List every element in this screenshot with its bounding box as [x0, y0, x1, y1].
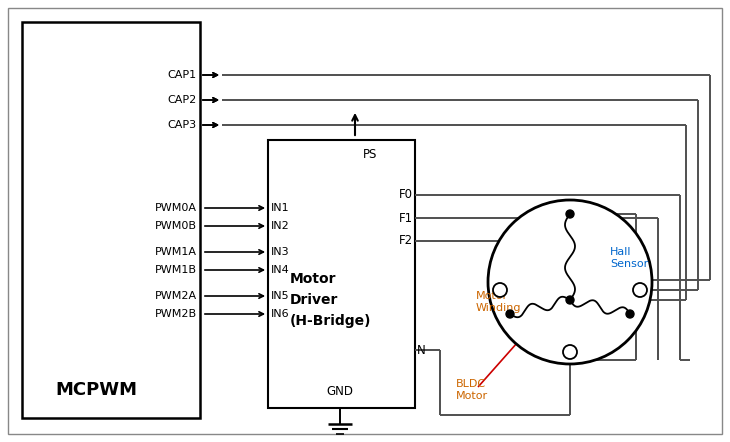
Text: PWM0B: PWM0B — [155, 221, 197, 231]
Bar — [268, 140, 415, 408]
Text: IN4: IN4 — [271, 265, 290, 275]
Text: CAP3: CAP3 — [168, 120, 197, 130]
Text: BLDC
Motor: BLDC Motor — [456, 379, 488, 401]
Text: Motor
Driver
(H-Bridge): Motor Driver (H-Bridge) — [290, 272, 372, 328]
Text: PWM2B: PWM2B — [155, 309, 197, 319]
Circle shape — [506, 310, 514, 318]
Text: Hall
Sensor: Hall Sensor — [610, 247, 648, 269]
Text: PWM2A: PWM2A — [155, 291, 197, 301]
Circle shape — [493, 283, 507, 297]
Text: F0: F0 — [399, 188, 413, 202]
Text: IN1: IN1 — [271, 203, 290, 213]
Text: IN2: IN2 — [271, 221, 290, 231]
Circle shape — [626, 310, 634, 318]
Circle shape — [566, 296, 574, 304]
Bar — [22, 22, 200, 418]
Text: MCPWM: MCPWM — [55, 381, 137, 399]
Text: F1: F1 — [399, 212, 413, 225]
Text: IN6: IN6 — [271, 309, 290, 319]
Text: Motor
Winding: Motor Winding — [476, 291, 521, 313]
Text: IN5: IN5 — [271, 291, 290, 301]
Circle shape — [563, 345, 577, 359]
Text: GND: GND — [326, 385, 353, 398]
Text: IN3: IN3 — [271, 247, 290, 257]
Text: CAP1: CAP1 — [168, 70, 197, 80]
Circle shape — [566, 210, 574, 218]
Text: PWM1B: PWM1B — [155, 265, 197, 275]
Text: F2: F2 — [399, 235, 413, 248]
Text: PS: PS — [363, 148, 377, 161]
Text: PWM0A: PWM0A — [155, 203, 197, 213]
Text: N: N — [417, 343, 426, 357]
Text: CAP2: CAP2 — [168, 95, 197, 105]
Text: PWM1A: PWM1A — [155, 247, 197, 257]
Circle shape — [633, 283, 647, 297]
Circle shape — [488, 200, 652, 364]
